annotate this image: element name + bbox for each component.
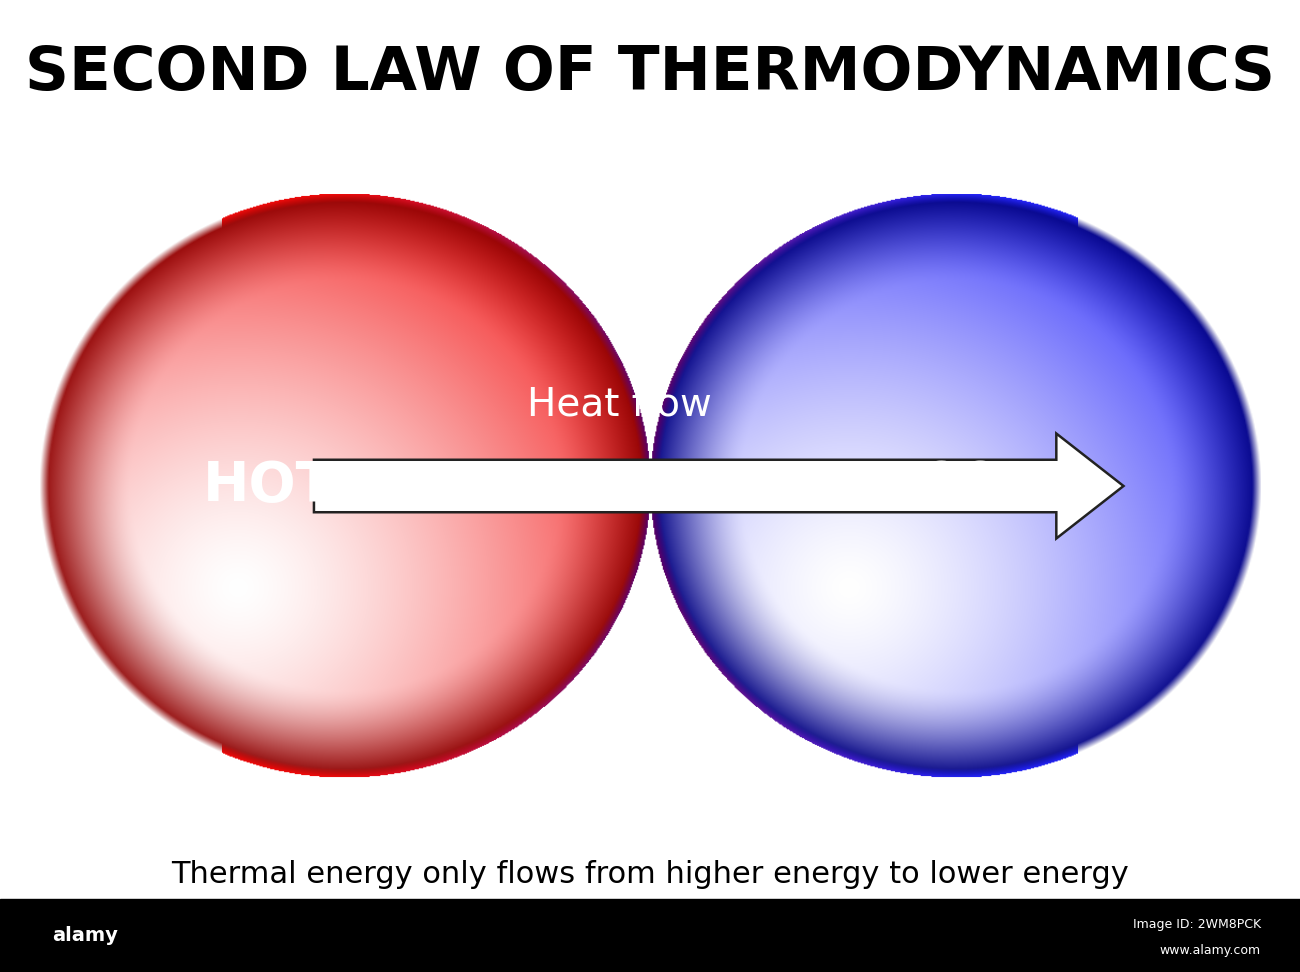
Bar xyxy=(0,899,1300,972)
Text: alamy: alamy xyxy=(52,926,118,945)
Text: HOT: HOT xyxy=(203,459,334,513)
Text: www.alamy.com: www.alamy.com xyxy=(1160,944,1261,956)
Text: COLD: COLD xyxy=(916,459,1086,513)
Text: SECOND LAW OF THERMODYNAMICS: SECOND LAW OF THERMODYNAMICS xyxy=(25,44,1275,103)
Text: Heat flow: Heat flow xyxy=(526,385,712,424)
Text: Thermal energy only flows from higher energy to lower energy: Thermal energy only flows from higher en… xyxy=(172,860,1128,889)
Text: Image ID: 2WM8PCK: Image ID: 2WM8PCK xyxy=(1132,919,1261,931)
FancyArrow shape xyxy=(315,434,1123,538)
